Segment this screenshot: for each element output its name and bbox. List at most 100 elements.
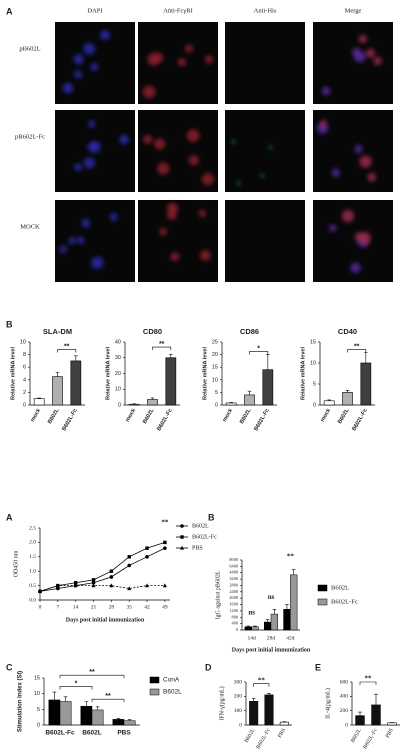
y-tick-label: 5 (37, 707, 40, 713)
y-tick-label: 0 (37, 722, 40, 728)
y-axis-label: Relative mRNA level (202, 347, 208, 400)
cell (365, 48, 376, 58)
marker (38, 589, 42, 593)
column-header: Anti-His (254, 7, 277, 14)
significance-bracket (152, 346, 172, 351)
cell (100, 30, 111, 41)
cell (73, 54, 84, 65)
legend-swatch (317, 598, 328, 606)
x-tick-label: 7 (56, 604, 59, 610)
cell (83, 42, 96, 55)
cell (62, 82, 74, 94)
x-tick-label: PBS (385, 728, 395, 739)
y-tick-label: 0 (118, 402, 121, 408)
cell (177, 58, 186, 67)
y-tick-label: 2800 (229, 582, 238, 587)
cell (331, 168, 340, 177)
x-tick-label: B602L (142, 407, 156, 425)
cell (373, 56, 382, 66)
legend-label: B602L-Fc (331, 598, 358, 605)
x-tick-label: PBS (117, 730, 131, 737)
chart: Stimulation index (SI) 0 5 10 15 B602L-Fc B602… (18, 669, 183, 737)
bar (165, 357, 177, 406)
y-tick-label: 10 (20, 339, 26, 345)
x-tick-label: mock (222, 407, 235, 423)
chart-title: CD80 (143, 327, 162, 336)
cell (201, 173, 215, 186)
x-tick-label: B602L-Fc (253, 408, 271, 432)
y-tick-label: 0 (313, 402, 316, 408)
bar (112, 719, 125, 726)
x-tick-label: 49 (162, 604, 168, 610)
bar (270, 613, 279, 631)
cell (68, 236, 76, 245)
error-bar (345, 390, 350, 393)
marker (91, 580, 96, 585)
significance-label: * (75, 680, 78, 687)
cell (81, 218, 91, 228)
y-tick-label: 8 (23, 352, 26, 358)
panel-label: E (315, 662, 321, 672)
cell (357, 231, 371, 245)
error-bar (150, 397, 155, 400)
cell (204, 55, 214, 64)
error-bar (246, 625, 251, 627)
marker (73, 581, 78, 585)
y-tick-label: 15 (212, 365, 218, 371)
error-bar (253, 625, 257, 627)
cell (119, 134, 129, 145)
bar (244, 394, 255, 406)
bar (263, 621, 272, 631)
y-tick-label: 40 (115, 339, 121, 345)
panel-label: A (6, 6, 13, 16)
significance-bracket (59, 674, 125, 679)
error-bar (63, 696, 68, 702)
y-tick-label: 3200 (229, 576, 238, 581)
y-tick-label: 2.0 (29, 540, 36, 546)
panel-label: B (208, 512, 215, 522)
legend-marker (180, 524, 184, 528)
legend-swatch (149, 676, 160, 684)
x-tick-label: B602L (350, 727, 363, 744)
y-tick-label: 0 (345, 722, 348, 728)
marker (127, 586, 132, 591)
x-tick-label: 28d (267, 635, 276, 641)
cells (329, 209, 371, 273)
bar (323, 400, 335, 406)
line (39, 542, 166, 592)
bar (264, 694, 274, 726)
cell (154, 138, 166, 150)
x-tick-label: B602L-Fc (255, 727, 272, 750)
cells (62, 30, 111, 94)
cells (142, 129, 215, 186)
y-axis-label: IFN-γ(pg/mL) (218, 686, 225, 720)
bar (371, 704, 381, 726)
y-tick-label: 20 (212, 352, 218, 358)
chart: OD450 nm 0.0 0.5 1.0 1.5 2.0 2.5 Days post init… (13, 518, 217, 623)
y-tick-label: 2 (23, 390, 26, 396)
x-axis-label: Days post initial immunization (66, 617, 145, 623)
significance-label: ** (287, 553, 295, 561)
bar (262, 369, 274, 406)
error-bar (169, 354, 173, 358)
bar (48, 699, 61, 726)
cell (367, 172, 377, 182)
error-bar (37, 397, 41, 399)
marker (145, 583, 150, 588)
micrograph (138, 200, 218, 282)
error-bar (267, 693, 271, 695)
error-bar (374, 693, 378, 705)
legend-label: PBS (192, 545, 203, 551)
chart-title: CD40 (338, 327, 357, 336)
legend-label: ConA (163, 677, 180, 684)
error-bar (55, 371, 60, 377)
error-bar (364, 352, 368, 363)
cell (188, 155, 199, 166)
y-axis-label: Stimulation index (SI) (18, 671, 24, 732)
cell (166, 202, 179, 215)
chart: IL-4(pg/mL) 0 200 400 600 B602L B602L-Fc PBS ** (324, 675, 400, 750)
cell (186, 129, 200, 142)
bar (342, 392, 353, 406)
y-tick-label: 0 (236, 627, 238, 632)
